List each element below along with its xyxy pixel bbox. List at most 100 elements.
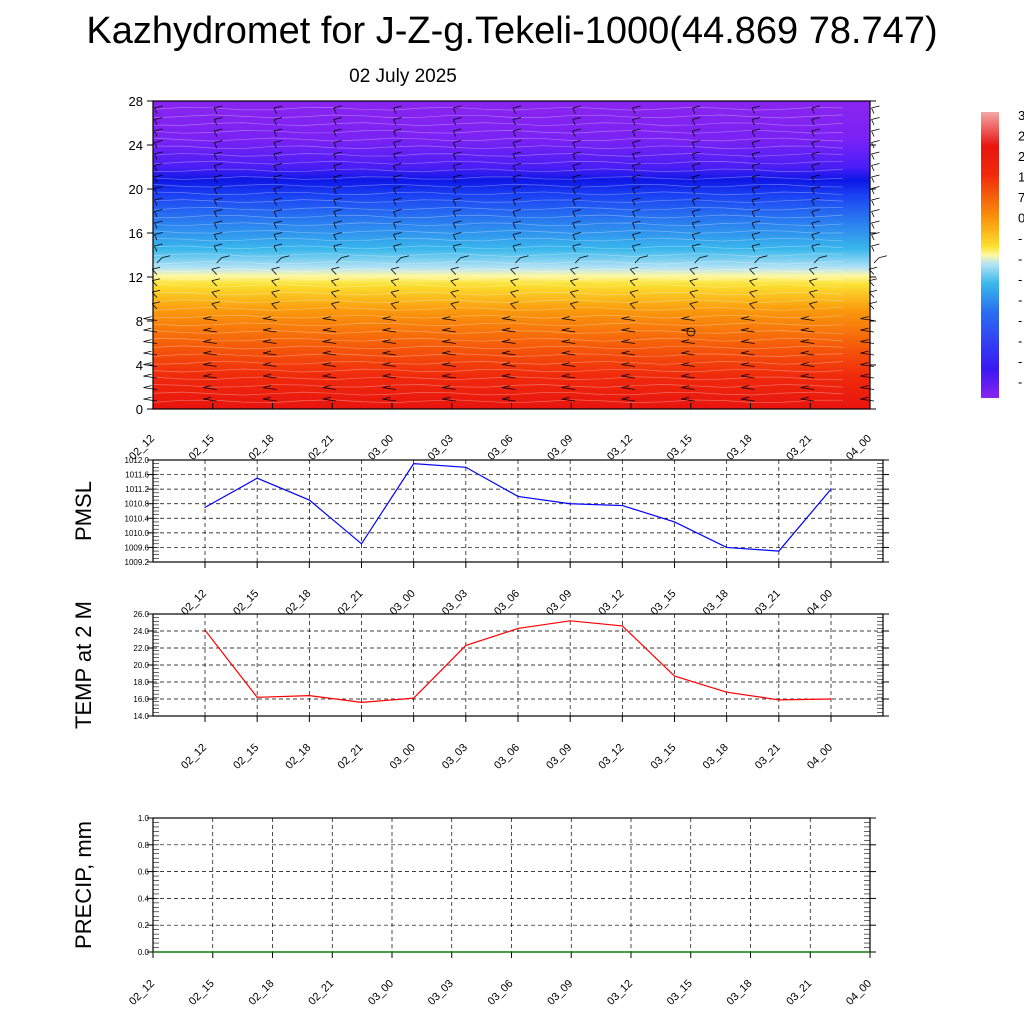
y-tick-label: 20 bbox=[129, 182, 143, 197]
y-tick-label: 26.0 bbox=[133, 610, 149, 619]
data-point bbox=[256, 696, 258, 698]
x-tick-label: 02_21 bbox=[306, 433, 336, 463]
x-tick-label: 03_00 bbox=[388, 742, 418, 772]
data-point bbox=[308, 695, 310, 697]
y-tick-label: 14.0 bbox=[133, 712, 149, 721]
y-tick-label: 4 bbox=[136, 358, 143, 373]
x-tick-label: 03_18 bbox=[725, 978, 755, 1008]
colorbar bbox=[981, 112, 999, 398]
colorbar-label: 7 bbox=[1018, 190, 1024, 205]
data-point bbox=[778, 699, 780, 701]
colorbar-label: - bbox=[1018, 252, 1022, 267]
x-tick-label: 03_06 bbox=[486, 978, 516, 1008]
x-tick-label: 03_09 bbox=[544, 742, 574, 772]
x-tick-label: 02_18 bbox=[283, 588, 313, 618]
x-tick-label: 02_18 bbox=[247, 433, 277, 463]
y-tick-label: 12 bbox=[129, 270, 143, 285]
colorbar-label: 0 bbox=[1018, 211, 1024, 226]
y-tick-label: 18.0 bbox=[133, 678, 149, 687]
contour-lines bbox=[152, 106, 844, 404]
data-point bbox=[517, 495, 519, 498]
x-tick-label: 03_12 bbox=[605, 433, 635, 463]
colorbar-label: - bbox=[1018, 354, 1022, 369]
wind-barbs bbox=[143, 105, 888, 402]
x-tick-label: 03_00 bbox=[388, 588, 418, 618]
y-tick-label: 20.0 bbox=[133, 661, 149, 670]
heatmap-field bbox=[153, 101, 870, 409]
x-tick-label: 02_15 bbox=[187, 978, 217, 1008]
y-tick-label: 0.6 bbox=[138, 868, 150, 877]
y-tick-label: 1010.4 bbox=[125, 514, 150, 523]
x-tick-label: 02_15 bbox=[231, 742, 261, 772]
x-tick-label: 02_18 bbox=[283, 742, 313, 772]
x-tick-label: 03_09 bbox=[545, 433, 575, 463]
x-tick-label: 02_21 bbox=[336, 588, 366, 618]
data-point bbox=[204, 629, 206, 631]
data-point bbox=[621, 504, 623, 507]
x-tick-label: 03_09 bbox=[545, 978, 575, 1008]
x-tick-label: 02_15 bbox=[187, 433, 217, 463]
y-tick-label: 16 bbox=[129, 226, 143, 241]
colorbar-label: 2 bbox=[1018, 149, 1024, 164]
colorbar-label: 1 bbox=[1018, 170, 1024, 185]
x-tick-label: 02_21 bbox=[306, 978, 336, 1008]
y-tick-label: 1009.6 bbox=[125, 543, 150, 552]
data-point bbox=[517, 627, 519, 630]
data-point bbox=[830, 488, 832, 490]
data-point bbox=[413, 697, 415, 699]
x-tick-label: 02_12 bbox=[179, 742, 209, 772]
data-point bbox=[308, 499, 310, 501]
colorbar-label: 3 bbox=[1018, 108, 1024, 123]
series-line bbox=[204, 620, 832, 704]
y-axis-label: TEMP at 2 M bbox=[71, 601, 96, 729]
y-tick-label: 0.4 bbox=[138, 894, 150, 903]
x-tick-label: 02_15 bbox=[231, 588, 261, 618]
x-tick-label: 03_18 bbox=[725, 433, 755, 463]
x-tick-label: 04_00 bbox=[805, 742, 835, 772]
x-tick-label: 03_18 bbox=[701, 588, 731, 618]
y-tick-label: 1011.2 bbox=[125, 485, 149, 494]
colorbar-label: - bbox=[1018, 375, 1022, 390]
y-tick-label: 0.8 bbox=[138, 841, 150, 850]
y-tick-label: 28 bbox=[129, 94, 143, 109]
x-tick-label: 04_00 bbox=[844, 433, 874, 463]
x-tick-label: 03_21 bbox=[784, 433, 814, 463]
x-tick-label: 03_12 bbox=[596, 742, 626, 772]
calm-wind-marker bbox=[686, 327, 696, 337]
data-point bbox=[204, 506, 206, 508]
x-tick-label: 03_12 bbox=[605, 978, 635, 1008]
y-tick-label: 24.0 bbox=[133, 627, 149, 636]
colorbar-label: - bbox=[1018, 272, 1022, 287]
x-tick-label: 03_03 bbox=[440, 588, 470, 618]
x-tick-label: 03_09 bbox=[544, 588, 574, 618]
y-tick-label: 24 bbox=[129, 138, 143, 153]
x-tick-label: 03_21 bbox=[784, 978, 814, 1008]
x-tick-label: 03_03 bbox=[426, 978, 456, 1008]
data-point bbox=[465, 644, 467, 647]
x-tick-label: 04_00 bbox=[844, 978, 874, 1008]
x-tick-label: 03_00 bbox=[366, 978, 396, 1008]
data-point bbox=[726, 691, 728, 693]
data-point bbox=[673, 521, 676, 523]
data-point bbox=[360, 543, 363, 545]
x-tick-label: 03_15 bbox=[665, 433, 695, 463]
y-axis-label: PRECIP, mm bbox=[71, 821, 96, 949]
x-tick-label: 03_06 bbox=[486, 433, 516, 463]
x-tick-label: 03_21 bbox=[753, 588, 783, 618]
data-point bbox=[778, 550, 780, 552]
data-point bbox=[256, 477, 258, 479]
chart-subtitle: 02 July 2025 bbox=[349, 66, 457, 87]
x-tick-label: 04_00 bbox=[805, 588, 835, 618]
y-tick-label: 1012.0 bbox=[125, 456, 150, 465]
y-tick-label: 22.0 bbox=[133, 644, 149, 653]
y-tick-label: 1010.8 bbox=[125, 500, 150, 509]
x-tick-label: 02_18 bbox=[247, 978, 277, 1008]
x-tick-label: 03_03 bbox=[426, 433, 456, 463]
data-point bbox=[413, 463, 415, 465]
data-point bbox=[673, 675, 676, 677]
colorbar-label: - bbox=[1018, 313, 1022, 328]
x-tick-label: 02_21 bbox=[336, 742, 366, 772]
data-point bbox=[830, 698, 832, 700]
data-point bbox=[569, 503, 571, 505]
